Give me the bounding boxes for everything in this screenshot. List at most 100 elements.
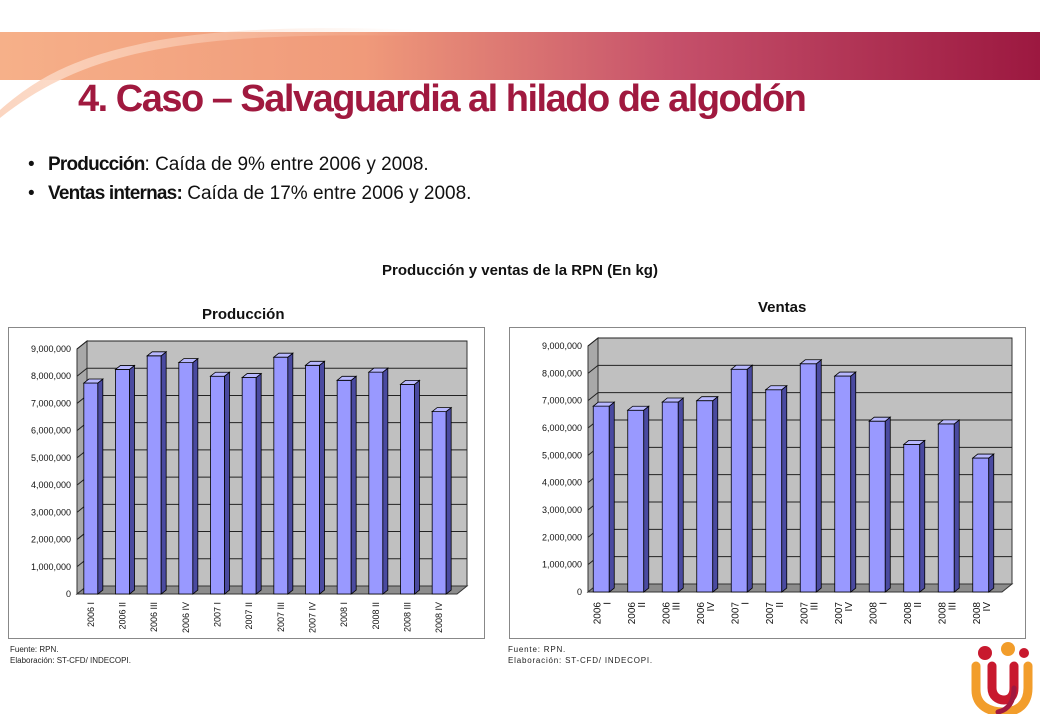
x-tick-label: 2007III [799,602,820,625]
bar-top [764,385,788,391]
y-tick-label: 2,000,000 [31,535,71,545]
bar [764,384,788,593]
bar [399,379,421,595]
bar-front [210,375,225,595]
bar-front [661,401,679,593]
bar-top [399,379,421,385]
bar-top [304,360,326,366]
bar-side [97,378,104,595]
bar-top [209,371,231,377]
logo-dot-right [1001,642,1015,656]
bar-side [129,364,135,595]
bar-front [730,368,748,593]
y-tick-label: 8,000,000 [542,368,582,378]
bar-side [643,405,650,593]
sales-notes: Fuente: RPN. Elaboración: ST-CFD/ INDECO… [508,644,653,666]
x-tick-quarter: III [947,602,958,610]
bar-side [445,406,452,595]
bar [902,439,926,593]
x-tick-year: 2008 [937,602,948,625]
bar [177,357,199,595]
bar [799,358,823,593]
x-tick-label: 2008 II [371,602,381,630]
bar-front [336,379,352,595]
page-title: 4. Caso – Salvaguardia al hilado de algo… [78,78,807,120]
bar-side [350,375,357,595]
bar-side [781,384,788,593]
y-tick-label: 1,000,000 [31,562,71,572]
bar-side [608,401,615,593]
bar [82,378,104,595]
bar [833,371,857,593]
x-tick-label: 2006 I [86,602,96,627]
bullet-label: Ventas internas: [48,183,183,204]
bar-top [592,401,616,407]
logo-stroke-inner [987,661,1019,705]
bar-front [431,411,447,595]
bar-side [988,453,995,593]
bar [114,364,136,595]
bar-top [937,419,961,425]
bullet-production: • Producción: Caída de 9% entre 2006 y 20… [28,150,471,179]
bar-front [592,405,610,593]
bullet-icon: • [28,154,35,175]
bar-side [850,371,857,593]
x-tick-label: 2008 I [339,602,349,627]
bar [241,372,263,595]
x-tick-label: 2006IV [696,602,717,625]
bar [336,375,358,595]
bar [868,416,892,593]
x-tick-quarter: III [809,602,820,610]
y-tick-label: 4,000,000 [542,478,582,488]
bar-top [833,371,857,377]
bar-side [160,350,167,595]
logo-dot-left [978,646,992,660]
x-tick-year: 2007 [730,602,741,625]
bar-top [336,375,358,381]
bar-front [868,420,886,593]
x-tick-label: 2008IV [972,602,993,625]
bar-front [799,363,817,593]
x-tick-label: 2007IV [834,602,855,625]
bar-front [83,382,99,595]
bar-front [146,355,162,595]
y-tick-label: 6,000,000 [31,426,71,436]
x-tick-year: 2006 [592,602,603,625]
banner-band [0,32,1040,80]
bar-front [305,364,320,595]
bar-side [255,372,262,595]
bar-side [319,360,325,595]
y-tick-label: 0 [66,589,71,599]
bar-side [953,419,960,593]
bar-top [241,373,263,378]
bar-top [82,378,104,384]
y-tick-label: 7,000,000 [31,398,71,408]
x-tick-year: 2007 [765,602,776,625]
bar-side [712,395,719,593]
x-tick-label: 2008III [937,602,958,625]
bar-top [177,358,199,364]
bar [304,360,326,595]
bar [272,352,294,595]
bar-top [431,407,453,413]
x-tick-label: 2008II [903,602,924,625]
gridline [587,364,1012,374]
x-tick-quarter: II [775,602,786,608]
bar-side [884,416,891,593]
sales-chart-title: Ventas [758,299,807,316]
gridline [76,367,467,377]
x-tick-quarter: I [602,602,613,605]
bullet-sales: • Ventas internas: Caída de 17% entre 200… [28,179,471,208]
x-tick-year: 2007 [834,602,845,625]
bar [592,401,616,593]
x-tick-label: 2006I [592,602,613,625]
production-notes: Fuente: RPN. Elaboración: ST-CFD/ INDECO… [10,644,131,666]
sales-chart: 0 1,000,000 2,000,000 3,000,000 4,000,000 5,0… [542,336,1014,625]
x-tick-label: 2007II [765,602,786,625]
bar-front [115,369,130,595]
x-tick-label: 2008I [868,602,889,625]
indecopi-logo-icon [971,642,1033,714]
x-tick-quarter: IV [982,602,993,612]
bar-top [367,367,389,373]
bar-front [400,383,415,595]
